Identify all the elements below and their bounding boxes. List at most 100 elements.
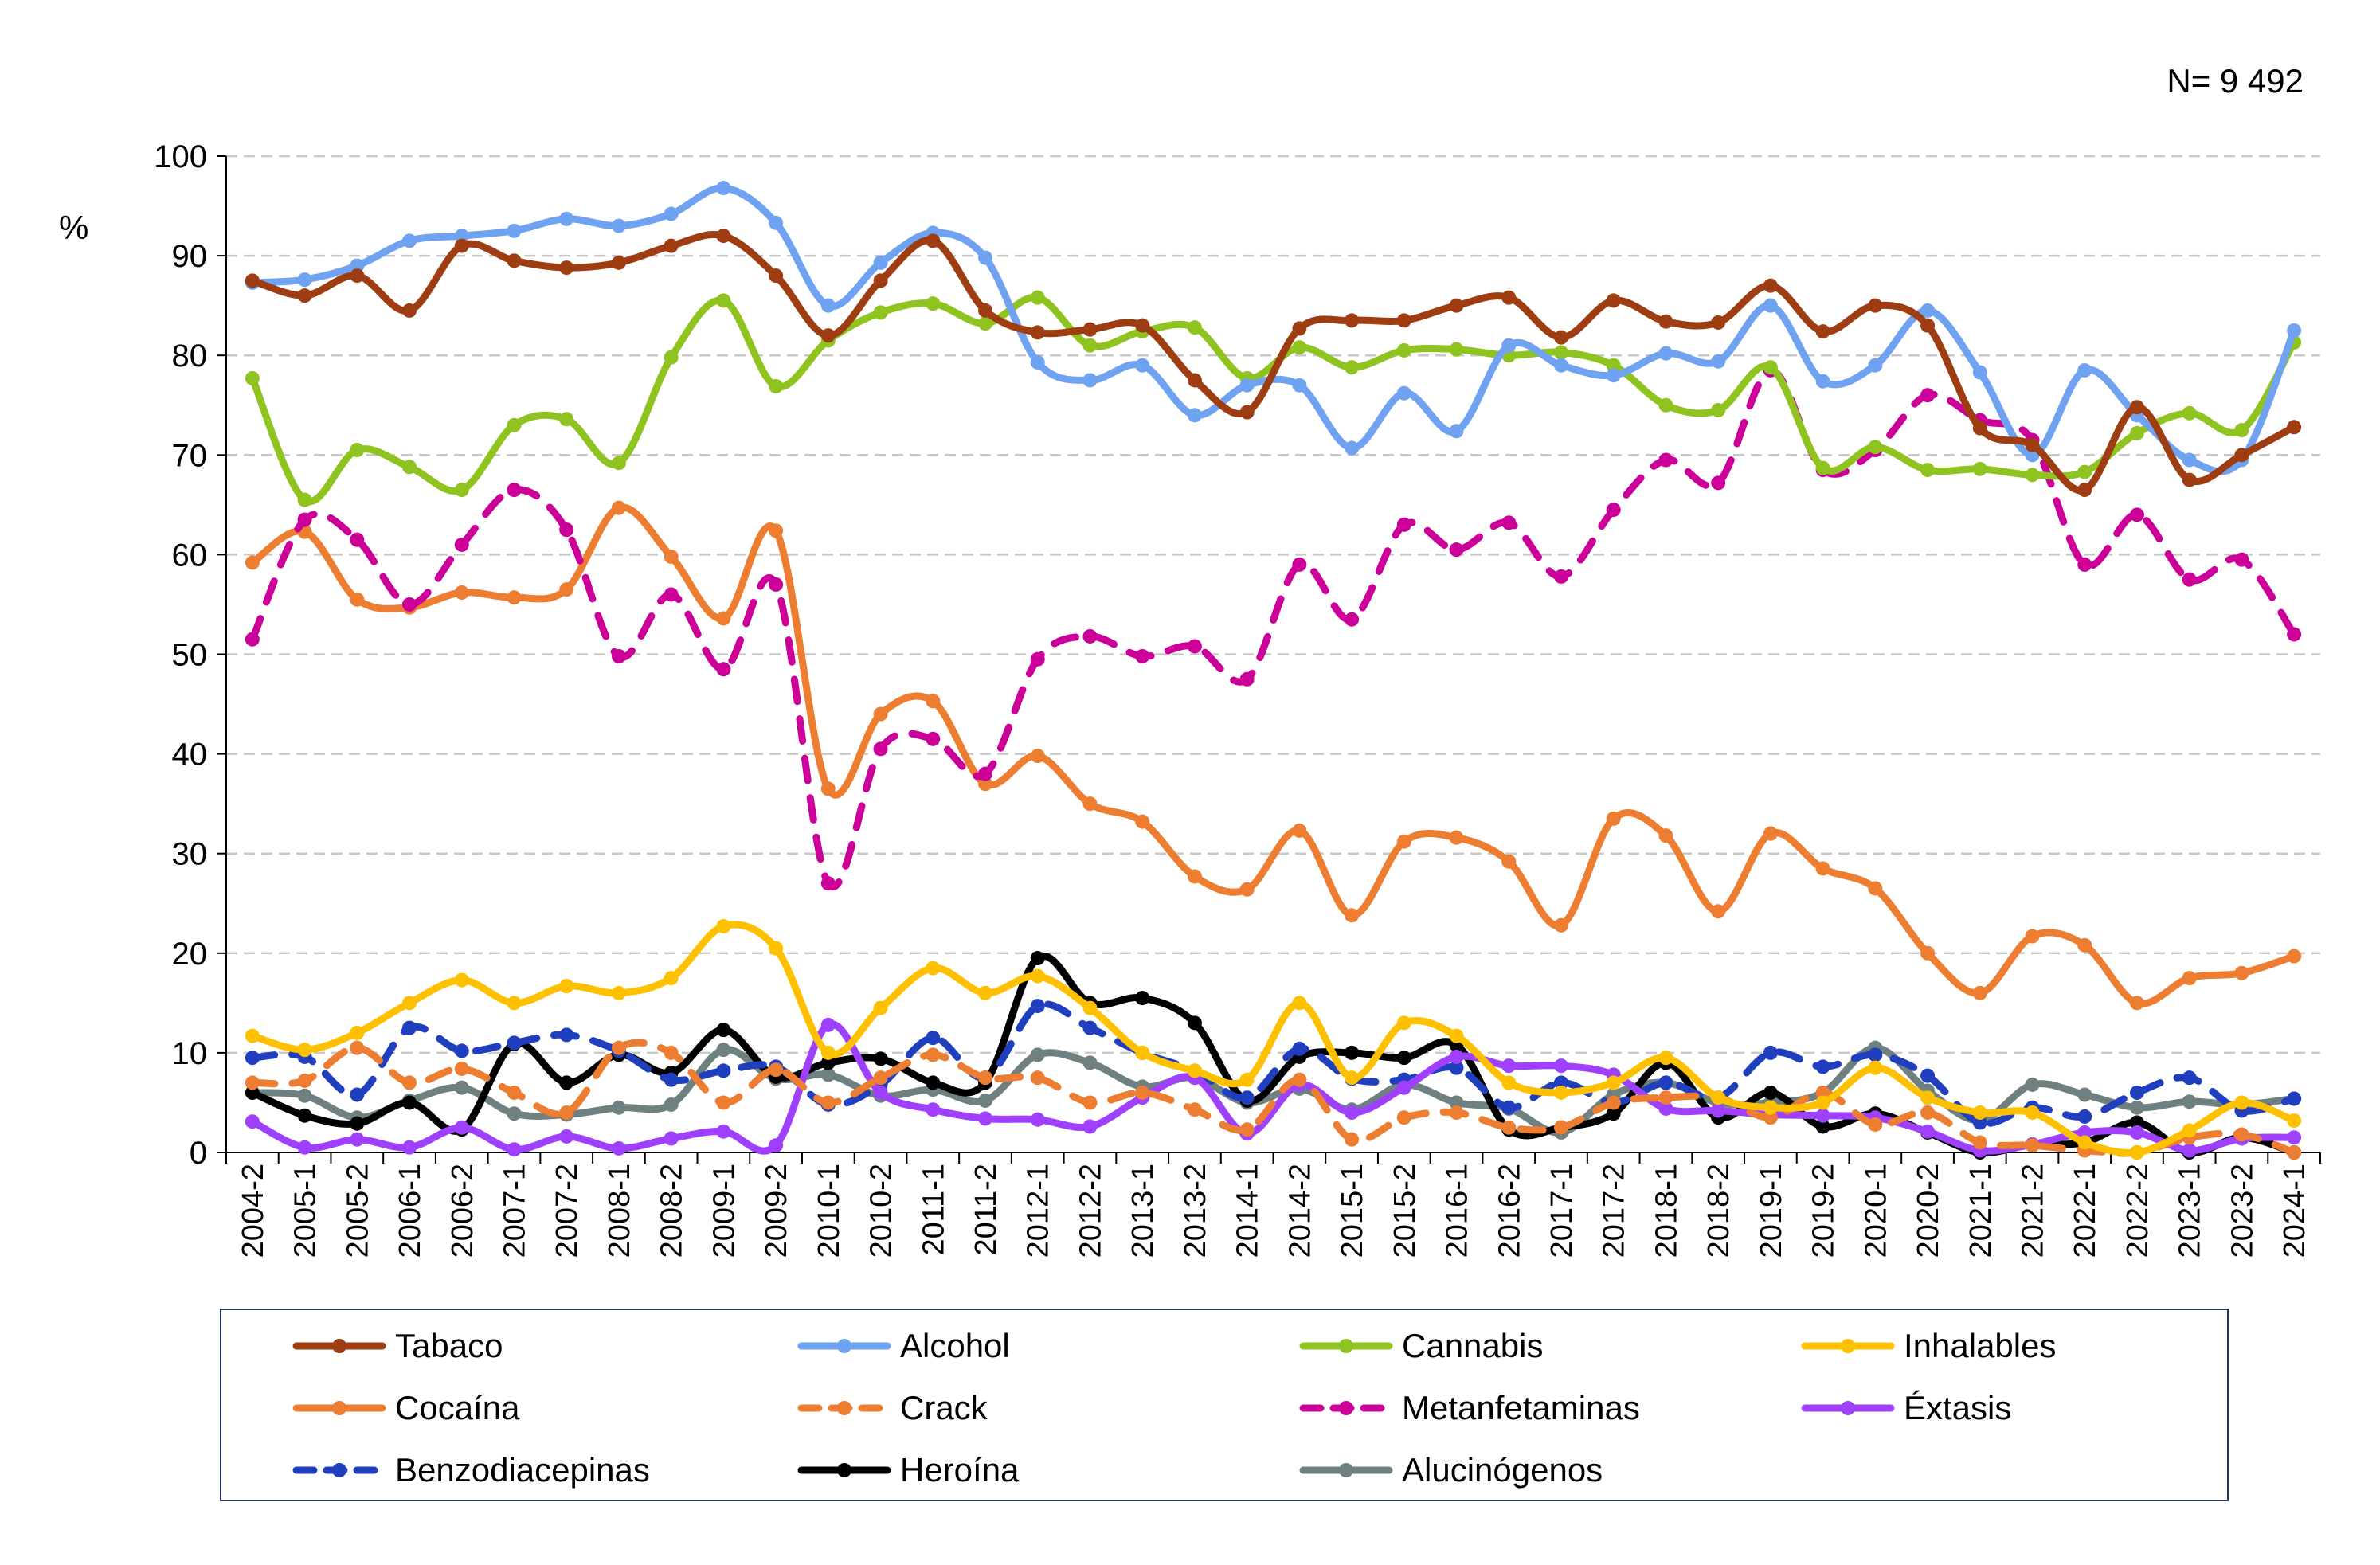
data-point [507,1106,522,1121]
x-tick-label: 2009-1 [707,1164,741,1258]
series-line [249,293,2298,506]
legend-swatch-marker [332,1463,346,1477]
data-point [611,985,626,1000]
data-point [1082,338,1098,353]
data-point [1658,1051,1673,1066]
data-point [978,250,993,265]
data-point [716,181,731,196]
data-point [1030,1070,1045,1086]
legend-item-heroina: Heroína [797,1442,1019,1498]
data-point [350,592,365,607]
data-point [820,1055,836,1070]
data-point [2287,1091,2302,1106]
x-tick-label: 2012-1 [1022,1164,1055,1258]
data-point [1239,378,1255,393]
data-point [820,876,836,891]
data-point [2129,1145,2144,1160]
data-point [926,694,941,709]
data-point [1030,1047,1045,1062]
data-point [1239,1072,1255,1087]
data-point [873,1000,888,1015]
data-point [1606,293,1621,308]
x-tick-label: 2016-1 [1441,1164,1474,1258]
data-point [1030,290,1045,305]
data-point [2025,1138,2040,1153]
data-point [1082,796,1098,812]
x-tick-label: 2004-2 [237,1164,270,1258]
data-point [2182,472,2197,487]
data-point [1815,460,1830,475]
data-point [2234,1095,2249,1110]
legend-label: Benzodiacepinas [395,1451,650,1489]
data-point [769,215,784,230]
data-point [820,1017,836,1032]
data-point [1292,321,1307,336]
data-point [350,1087,365,1102]
data-point [2129,1085,2144,1100]
data-point [245,370,260,385]
data-point [2129,1100,2144,1115]
data-point [1763,1085,1778,1100]
data-point [1553,917,1568,933]
data-point [350,268,365,284]
data-point [1658,397,1673,413]
data-point [1658,314,1673,329]
series-cannabis [245,290,2302,507]
data-point [559,582,574,597]
data-point [1292,1041,1307,1056]
x-tick-label: 2021-2 [2017,1164,2050,1258]
legend-swatch [292,1339,386,1353]
series-line [249,1044,2298,1137]
legend-label: Alcohol [900,1327,1010,1364]
data-point [1449,424,1464,439]
data-point [507,1035,522,1051]
data-point [664,1097,679,1112]
data-point [716,611,731,626]
data-point [1396,517,1411,532]
legend-swatch-marker [332,1401,346,1415]
data-point [1606,811,1621,826]
data-point [1449,1060,1464,1075]
data-point [873,1051,888,1066]
data-point [350,1132,365,1147]
data-point [716,1063,731,1078]
data-point [978,777,993,792]
x-tick-label: 2024-1 [2278,1164,2311,1258]
legend-swatch [1801,1339,1895,1353]
data-point [1658,346,1673,361]
data-point [1187,1015,1202,1031]
data-point [1396,385,1411,401]
y-axis-unit-label: % [59,209,89,246]
y-tick-label: 50 [172,638,208,673]
data-point [2025,437,2040,452]
data-point [1292,378,1307,393]
data-point [1920,303,1936,318]
data-point [1868,358,1883,373]
data-point [350,1040,365,1055]
data-point [1711,904,1726,919]
data-point [664,238,679,253]
data-point [1553,569,1568,584]
data-point [1082,373,1098,388]
data-point [245,273,260,288]
data-point [1815,1108,1830,1123]
x-tick-label: 2011-1 [917,1164,950,1256]
data-point [1082,322,1098,337]
data-point [1868,1047,1883,1062]
y-tick-label: 80 [172,338,208,374]
data-point [664,350,679,365]
legend-swatch-marker [837,1463,851,1477]
data-point [1711,1090,1726,1105]
data-point [1135,358,1150,373]
data-point [2182,405,2197,421]
data-point [1292,996,1307,1011]
x-tick-label: 2006-2 [446,1164,480,1258]
data-point [1449,298,1464,313]
data-point [1972,985,1987,1000]
data-point [245,632,260,647]
data-point [664,1131,679,1146]
legend-swatch-marker [837,1339,851,1353]
data-point [297,1108,312,1123]
data-point [402,233,417,248]
data-point [1292,557,1307,572]
